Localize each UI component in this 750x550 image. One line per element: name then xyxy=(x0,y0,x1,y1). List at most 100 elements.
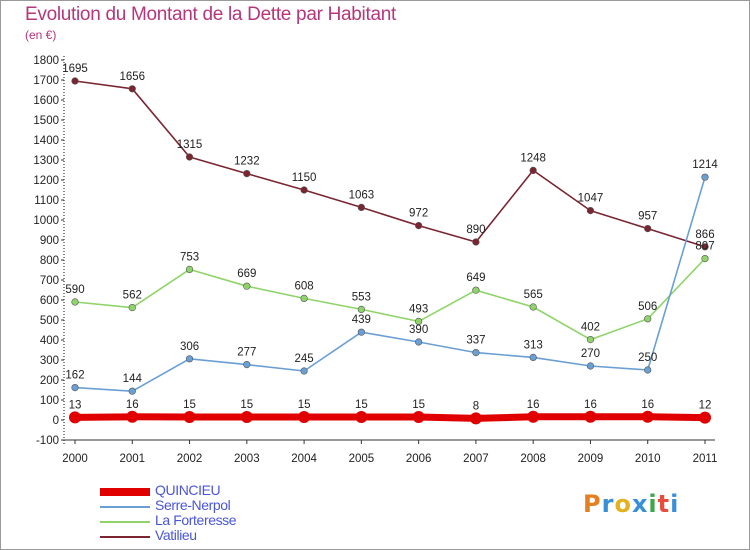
data-point xyxy=(472,286,480,294)
logo-letter: i xyxy=(670,490,680,518)
data-label: 1047 xyxy=(578,193,604,205)
data-label: 8 xyxy=(473,400,479,412)
data-point xyxy=(128,387,136,395)
data-point xyxy=(185,265,194,274)
chart-axes: -100 0 100 200 300 400 500 600 700 800 900 1000 1100… xyxy=(33,55,717,465)
x-tick-label: 2010 xyxy=(635,453,661,465)
data-point xyxy=(415,338,423,346)
data-point xyxy=(412,411,425,423)
series-line-quincieu xyxy=(71,413,709,422)
data-point xyxy=(472,238,480,246)
y-tick-label: 1000 xyxy=(33,215,59,227)
legend-swatch xyxy=(100,536,150,538)
data-label: 1695 xyxy=(62,63,88,75)
x-tick-label: 2007 xyxy=(463,453,489,465)
y-tick-label: 1300 xyxy=(33,155,59,167)
y-tick-label: 500 xyxy=(40,315,59,327)
data-point xyxy=(71,384,79,392)
data-point xyxy=(185,355,194,363)
data-label: 565 xyxy=(524,289,543,301)
data-point xyxy=(71,77,79,85)
y-tick-label: 1800 xyxy=(33,55,59,67)
proxiti-logo: Proxiti xyxy=(583,490,679,518)
data-point xyxy=(243,170,251,178)
data-label: 12 xyxy=(699,400,712,412)
logo-letter: i xyxy=(648,490,658,518)
data-point xyxy=(586,362,595,370)
data-label: 493 xyxy=(409,303,428,315)
series-line-la-forteresse xyxy=(74,257,706,341)
legend-label: La Forteresse xyxy=(155,512,237,528)
legend-item: La Forteresse xyxy=(100,512,320,529)
chart-title: Evolution du Montant de la Dette par Hab… xyxy=(25,4,396,25)
data-point xyxy=(243,361,251,369)
data-label: 15 xyxy=(298,399,311,411)
data-point xyxy=(415,317,423,326)
data-label: 1150 xyxy=(292,172,317,184)
y-tick-label: 700 xyxy=(40,275,59,287)
y-tick-label: 200 xyxy=(40,375,59,387)
y-tick-label: 1500 xyxy=(33,115,59,127)
data-point xyxy=(529,303,537,311)
data-point xyxy=(300,294,308,303)
data-label: 669 xyxy=(237,268,256,280)
data-label: 439 xyxy=(352,314,371,326)
data-label: 13 xyxy=(69,399,82,411)
logo-letter: r xyxy=(601,490,615,518)
legend-item: Vatilieu xyxy=(100,527,320,544)
legend-label: Serre-Nerpol xyxy=(155,497,231,513)
data-label: 16 xyxy=(527,399,540,411)
x-tick-label: 2001 xyxy=(119,453,145,465)
data-label: 649 xyxy=(466,272,485,284)
chart-data-labels: 1695165613151232115010639728901248104795… xyxy=(62,63,718,412)
data-point xyxy=(128,85,136,93)
logo-letter: t xyxy=(657,490,671,518)
data-label: 972 xyxy=(409,208,428,220)
data-point xyxy=(529,166,537,174)
y-tick-label: 1400 xyxy=(33,135,59,147)
data-point xyxy=(240,411,253,423)
x-tick-label: 2008 xyxy=(520,453,546,465)
data-label: 1063 xyxy=(349,189,375,201)
data-point xyxy=(71,298,79,306)
legend-item: Serre-Nerpol xyxy=(100,497,320,514)
x-tick-label: 2006 xyxy=(406,453,432,465)
data-label: 313 xyxy=(524,339,543,351)
data-label: 807 xyxy=(695,241,714,253)
data-point xyxy=(300,367,308,375)
y-tick-label: 900 xyxy=(40,235,59,247)
data-label: 1315 xyxy=(177,139,203,151)
data-point xyxy=(586,336,595,344)
data-label: 506 xyxy=(638,301,657,313)
y-tick-label: 1100 xyxy=(34,195,59,207)
data-label: 866 xyxy=(695,229,714,241)
legend-item: QUINCIEU xyxy=(100,482,320,499)
data-point xyxy=(415,222,423,230)
x-tick-label: 2002 xyxy=(177,453,203,465)
data-point xyxy=(469,412,482,425)
logo-letter: P xyxy=(583,490,602,518)
data-point xyxy=(644,225,652,233)
chart-series xyxy=(69,77,711,425)
data-label: 16 xyxy=(641,399,654,411)
data-point xyxy=(584,410,597,423)
x-tick-label: 2011 xyxy=(693,453,718,465)
y-tick-label: -100 xyxy=(36,435,59,447)
data-label: 162 xyxy=(65,370,84,382)
data-label: 890 xyxy=(466,224,485,236)
data-point xyxy=(185,153,194,161)
data-label: 277 xyxy=(237,347,256,359)
data-point xyxy=(472,349,480,357)
x-tick-label: 2000 xyxy=(62,453,88,465)
legend-label: QUINCIEU xyxy=(155,482,221,498)
data-label: 753 xyxy=(180,251,199,263)
y-tick-label: 1600 xyxy=(33,95,59,107)
data-label: 144 xyxy=(123,373,143,385)
data-label: 245 xyxy=(294,353,313,365)
data-point xyxy=(586,207,595,215)
legend-label: Vatilieu xyxy=(155,527,197,543)
data-point xyxy=(357,305,365,314)
chart-legend: QUINCIEU Serre-Nerpol La Forteresse Vatilie… xyxy=(100,482,320,544)
data-label: 1656 xyxy=(119,71,145,83)
